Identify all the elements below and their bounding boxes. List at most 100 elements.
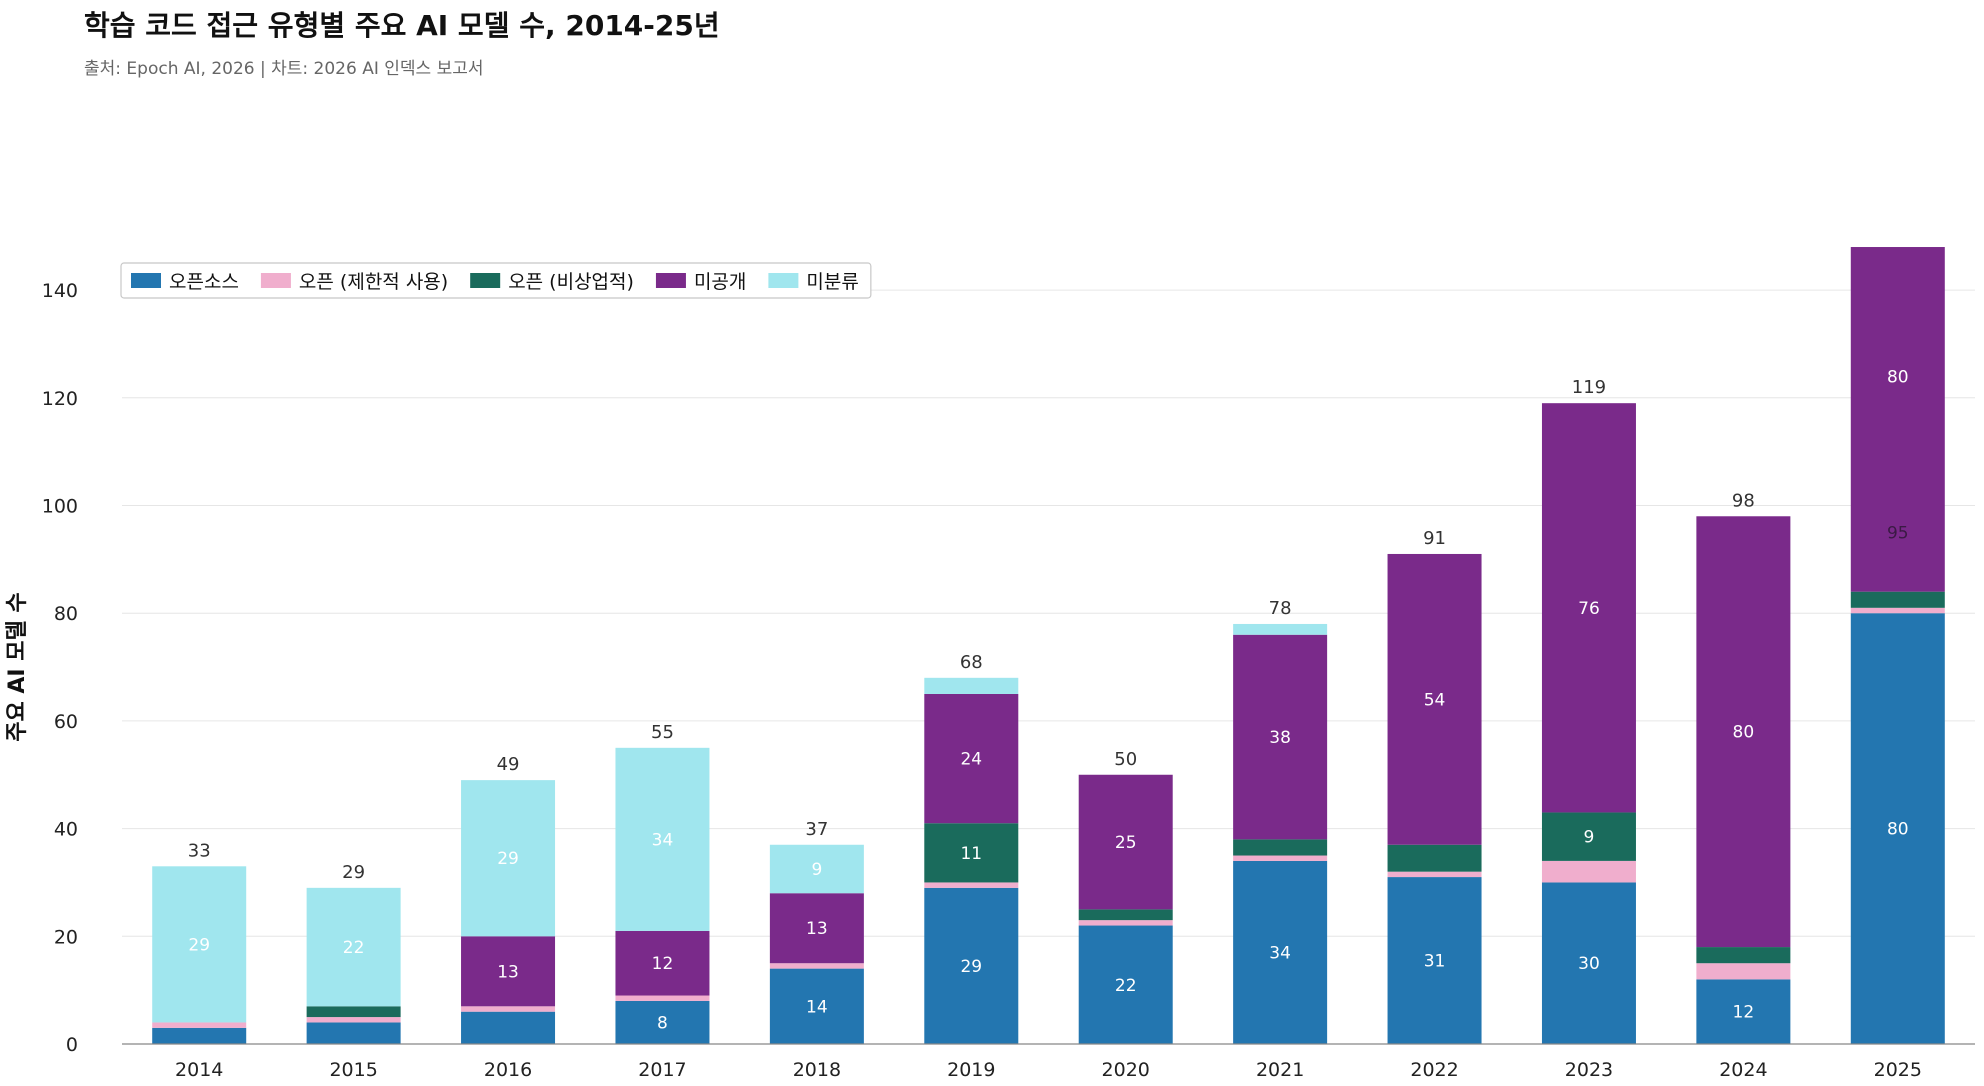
- segment-label-2019-s3: 24: [960, 750, 982, 770]
- legend-label-s3: 미공개: [694, 271, 746, 293]
- bar-2016-s0: [461, 1011, 556, 1044]
- legend-swatch-s0: [131, 273, 161, 288]
- bar-2020-s2: [1078, 909, 1173, 921]
- bars: [152, 247, 1945, 1044]
- bar-2023-s0: [1541, 882, 1636, 1044]
- bar-2022-s1: [1387, 871, 1482, 878]
- x-tick-label-2024: 2024: [1719, 1059, 1767, 1081]
- legend-label-s4: 미분류: [806, 271, 858, 293]
- segment-label-2018-s0: 14: [806, 997, 828, 1017]
- total-label-2024: 98: [1732, 490, 1755, 511]
- total-label-2022: 91: [1423, 528, 1446, 549]
- total-label-2016: 49: [497, 754, 520, 775]
- y-tick-label-0: 0: [66, 1034, 78, 1056]
- segment-label-2024-s3: 80: [1733, 723, 1755, 743]
- x-tick-label-2014: 2014: [175, 1059, 223, 1081]
- segment-label-2021-s0: 34: [1269, 943, 1291, 963]
- chart-title: 학습 코드 접근 유형별 주요 AI 모델 수, 2014-25년: [84, 9, 720, 42]
- total-label-2020: 50: [1114, 749, 1137, 770]
- legend-swatch-s2: [470, 273, 501, 288]
- y-tick-label-60: 60: [54, 711, 78, 733]
- legend-label-s1: 오픈 (제한적 사용): [299, 271, 448, 293]
- bar-2023-s1: [1541, 860, 1636, 883]
- y-tick-label-20: 20: [54, 926, 78, 948]
- bar-2023-s3: [1541, 403, 1636, 813]
- segment-label-2017-s0: 8: [657, 1013, 668, 1033]
- bar-2017-s1: [615, 995, 710, 1001]
- x-tick-label-2025: 2025: [1874, 1059, 1922, 1081]
- bar-2017-s3: [615, 930, 710, 996]
- x-tick-label-2015: 2015: [329, 1059, 377, 1081]
- axes: 0 20 40 60 80 100 120 140 주요 AI 모델 수 2014 2015 2016…: [5, 280, 1975, 1081]
- legend: 오픈소스 오픈 (제한적 사용) 오픈 (비상업적) 미공개 미분류: [120, 262, 872, 299]
- bar-2021-s2: [1233, 839, 1328, 856]
- bar-2025-s3: [1850, 247, 1945, 592]
- bar-2016-s4: [461, 780, 556, 937]
- bar-2025-s0: [1850, 613, 1945, 1044]
- segment-label-2020-s0: 22: [1115, 976, 1137, 996]
- bar-2015-s4: [306, 887, 401, 1007]
- bar-2017-s0: [615, 1000, 710, 1044]
- segment-label-2019-s0: 29: [960, 957, 982, 977]
- total-label-2018: 37: [805, 819, 828, 840]
- y-tick-label-140: 140: [42, 280, 78, 302]
- bar-2018-s0: [769, 968, 864, 1044]
- bar-2014-s1: [152, 1022, 247, 1028]
- bar-2018-s1: [769, 963, 864, 969]
- x-tick-label-2016: 2016: [484, 1059, 532, 1081]
- y-tick-label-100: 100: [42, 496, 78, 518]
- bar-2015-s2: [306, 1006, 401, 1018]
- bar-2022-s3: [1387, 553, 1482, 845]
- grid-lines: [122, 289, 1975, 937]
- bar-2019-s3: [924, 693, 1019, 824]
- y-tick-label-40: 40: [54, 819, 78, 841]
- bar-2015-s0: [306, 1022, 401, 1044]
- y-axis-label: 주요 AI 모델 수: [5, 592, 30, 741]
- segment-label-2019-s2: 11: [960, 844, 982, 864]
- x-tick-label-2018: 2018: [793, 1059, 841, 1081]
- bar-2019-s0: [924, 887, 1019, 1044]
- bar-2025-s1: [1850, 607, 1945, 614]
- segment-label-2024-s0: 12: [1733, 1003, 1755, 1023]
- bar-2014-s4: [152, 866, 247, 1023]
- segment-label-2022-s0: 31: [1424, 952, 1446, 972]
- x-tick-label-2020: 2020: [1102, 1059, 1150, 1081]
- x-tick-label-2023: 2023: [1565, 1059, 1613, 1081]
- segment-label-2022-s3: 54: [1424, 690, 1446, 710]
- bar-2022-s0: [1387, 877, 1482, 1044]
- bar-2021-s0: [1233, 860, 1328, 1044]
- bar-2021-s4: [1233, 623, 1328, 635]
- bar-2024-s0: [1696, 979, 1791, 1044]
- bar-2017-s4: [615, 747, 710, 931]
- segment-label-2015-s4: 22: [343, 938, 365, 958]
- x-tick-label-2022: 2022: [1410, 1059, 1458, 1081]
- segment-label-2017-s3: 12: [652, 954, 674, 974]
- bar-2019-s1: [924, 882, 1019, 888]
- bar-2021-s3: [1233, 634, 1328, 840]
- bar-2021-s1: [1233, 855, 1328, 861]
- bar-2020-s3: [1078, 774, 1173, 910]
- bar-2020-s0: [1078, 925, 1173, 1044]
- bar-2022-s2: [1387, 844, 1482, 872]
- bar-2016-s1: [461, 1006, 556, 1012]
- total-label-2023: 119: [1572, 377, 1606, 398]
- legend-label-s2: 오픈 (비상업적): [508, 271, 634, 293]
- bar-2014-s0: [152, 1027, 247, 1044]
- bar-2024-s3: [1696, 516, 1791, 948]
- bar-2018-s4: [769, 844, 864, 894]
- segment-label-2018-s4: 9: [811, 860, 822, 880]
- total-label-2021: 78: [1269, 598, 1292, 619]
- x-tick-label-2019: 2019: [947, 1059, 995, 1081]
- y-tick-label-80: 80: [54, 603, 78, 625]
- total-label-2014: 33: [188, 840, 211, 861]
- segment-label-2020-s3: 25: [1115, 833, 1137, 853]
- segment-label-2016-s4: 29: [497, 849, 519, 869]
- bar-2019-s2: [924, 823, 1019, 883]
- legend-label-s0: 오픈소스: [169, 271, 239, 293]
- total-label-2015: 29: [342, 862, 365, 883]
- extra-label-2025-1: 80: [1887, 367, 1909, 387]
- y-tick-label-120: 120: [42, 388, 78, 410]
- segment-label-2023-s0: 30: [1578, 954, 1600, 974]
